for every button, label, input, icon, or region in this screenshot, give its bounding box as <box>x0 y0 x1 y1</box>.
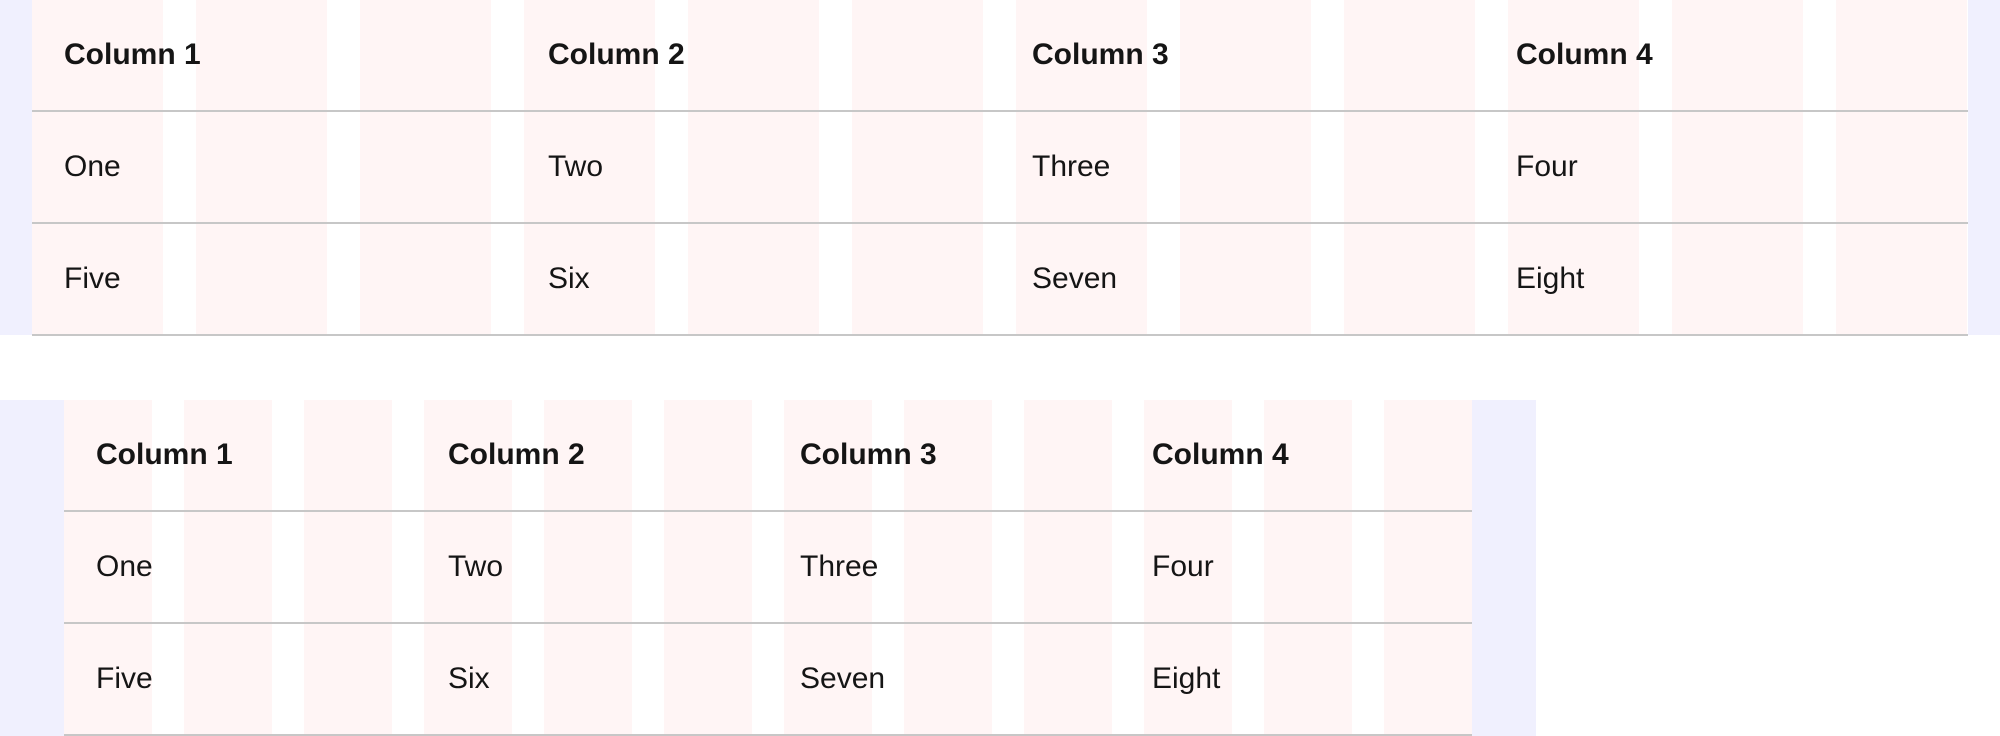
table-cell: Three <box>768 511 1120 624</box>
table-cell: Six <box>516 223 1000 336</box>
table-cell: One <box>32 111 516 224</box>
table-cell: Two <box>416 511 768 624</box>
table-cell: Eight <box>1484 223 1968 336</box>
table-row: One Two Three Four <box>32 111 1968 224</box>
column-header: Column 1 <box>32 0 516 112</box>
table-container-wide: Column 1 Column 2 Column 3 Column 4 One … <box>0 0 2000 336</box>
table-cell: Eight <box>1120 623 1472 736</box>
column-header: Column 3 <box>1000 0 1484 112</box>
column-header: Column 2 <box>516 0 1000 112</box>
table-cell: Three <box>1000 111 1484 224</box>
table-row: One Two Three Four <box>64 511 1472 624</box>
column-header: Column 2 <box>416 400 768 512</box>
table-header-row: Column 1 Column 2 Column 3 Column 4 <box>64 400 1472 512</box>
table-cell: Seven <box>1000 223 1484 336</box>
table-cell: Four <box>1484 111 1968 224</box>
table-cell: Six <box>416 623 768 736</box>
table-cell: Two <box>516 111 1000 224</box>
table-cell: Four <box>1120 511 1472 624</box>
column-header: Column 4 <box>1120 400 1472 512</box>
column-header: Column 4 <box>1484 0 1968 112</box>
table-cell: Five <box>64 623 416 736</box>
table-container-narrow: Column 1 Column 2 Column 3 Column 4 One … <box>0 400 1536 736</box>
data-table: Column 1 Column 2 Column 3 Column 4 One … <box>32 0 1968 336</box>
column-header: Column 1 <box>64 400 416 512</box>
data-table: Column 1 Column 2 Column 3 Column 4 One … <box>64 400 1472 736</box>
table-cell: Seven <box>768 623 1120 736</box>
table-cell: One <box>64 511 416 624</box>
table-row: Five Six Seven Eight <box>64 623 1472 736</box>
column-header: Column 3 <box>768 400 1120 512</box>
table-row: Five Six Seven Eight <box>32 223 1968 336</box>
table-header-row: Column 1 Column 2 Column 3 Column 4 <box>32 0 1968 112</box>
table-cell: Five <box>32 223 516 336</box>
